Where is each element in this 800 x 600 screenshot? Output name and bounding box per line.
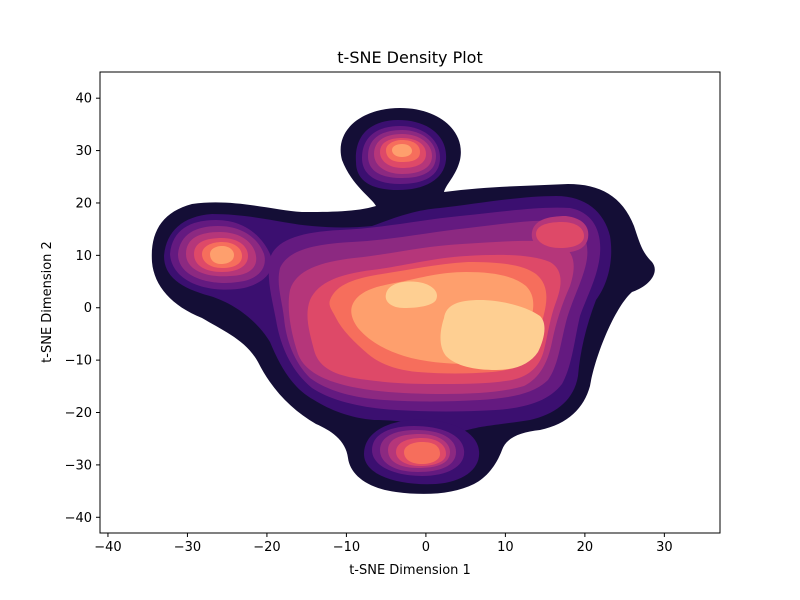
density-level-7 [404, 442, 440, 464]
plot-frame [99, 71, 721, 534]
x-tick-label: −20 [253, 540, 280, 555]
density-contours [151, 108, 655, 494]
x-tick-label: 10 [497, 540, 514, 555]
y-tick-label: 20 [75, 196, 92, 211]
y-axis-label: t-SNE Dimension 2 [40, 241, 55, 363]
density-level-8 [392, 144, 412, 157]
x-tick-label: 30 [656, 540, 673, 555]
y-axis: −40 −30 −20 −10 0 10 20 30 40 [65, 92, 100, 526]
y-tick-label: −10 [65, 354, 92, 369]
density-level-9 [440, 300, 545, 370]
y-tick-label: 0 [84, 301, 92, 316]
x-tick-label: −10 [333, 540, 360, 555]
y-tick-label: 10 [75, 249, 92, 264]
x-axis: −40 −30 −20 −10 0 10 20 30 [94, 533, 673, 555]
y-tick-label: −20 [65, 406, 92, 421]
density-level-9 [385, 281, 438, 308]
y-tick-label: 40 [75, 92, 92, 107]
density-level-6 [536, 222, 584, 248]
x-tick-label: −40 [94, 540, 121, 555]
x-tick-label: −30 [174, 540, 201, 555]
x-tick-label: 0 [422, 540, 430, 555]
x-axis-label: t-SNE Dimension 1 [349, 563, 471, 578]
density-level-8 [210, 246, 234, 264]
y-tick-label: 30 [75, 144, 92, 159]
y-tick-label: −30 [65, 458, 92, 473]
x-tick-label: 20 [577, 540, 594, 555]
chart-title: t-SNE Density Plot [337, 48, 482, 67]
y-tick-label: −40 [65, 511, 92, 526]
